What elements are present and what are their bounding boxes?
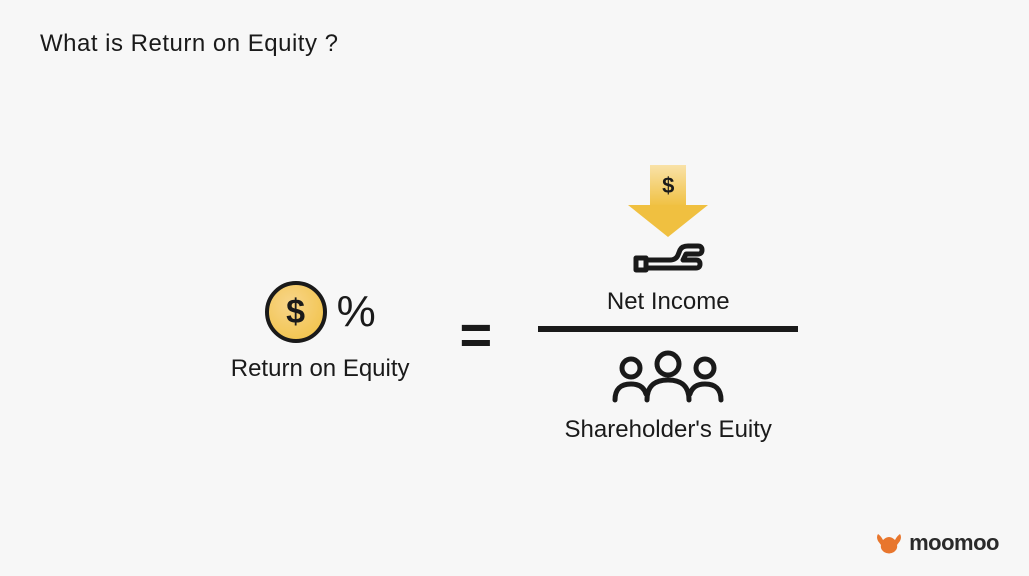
denominator-label: Shareholder's Euity (565, 416, 772, 444)
coin-symbol: $ (286, 293, 305, 332)
dollar-coin-icon: $ (265, 281, 327, 343)
lhs-label: Return on Equity (231, 355, 410, 383)
percent-icon: % (337, 287, 376, 337)
moomoo-bull-icon (875, 531, 903, 555)
page-title: What is Return on Equity ? (40, 30, 338, 58)
numerator: $ Net Income (607, 165, 730, 316)
roe-formula: $ % Return on Equity = $ Net Income (0, 165, 1029, 444)
arrow-head (628, 205, 708, 237)
equals-sign: = (460, 302, 489, 367)
dollar-arrow-down-icon: $ (628, 165, 708, 240)
formula-rhs: $ Net Income Shareholder's E (538, 165, 798, 444)
brand-logo: moomoo (875, 530, 999, 556)
formula-lhs: $ % Return on Equity (231, 281, 410, 383)
denominator: Shareholder's Euity (565, 350, 772, 444)
lhs-icon-group: $ % (265, 281, 376, 343)
hand-icon (628, 238, 708, 276)
shareholders-icon (603, 350, 733, 406)
fraction-line (538, 326, 798, 332)
logo-text: moomoo (909, 530, 999, 556)
arrow-body: $ (650, 165, 686, 207)
arrow-symbol: $ (662, 173, 674, 199)
numerator-label: Net Income (607, 288, 730, 316)
